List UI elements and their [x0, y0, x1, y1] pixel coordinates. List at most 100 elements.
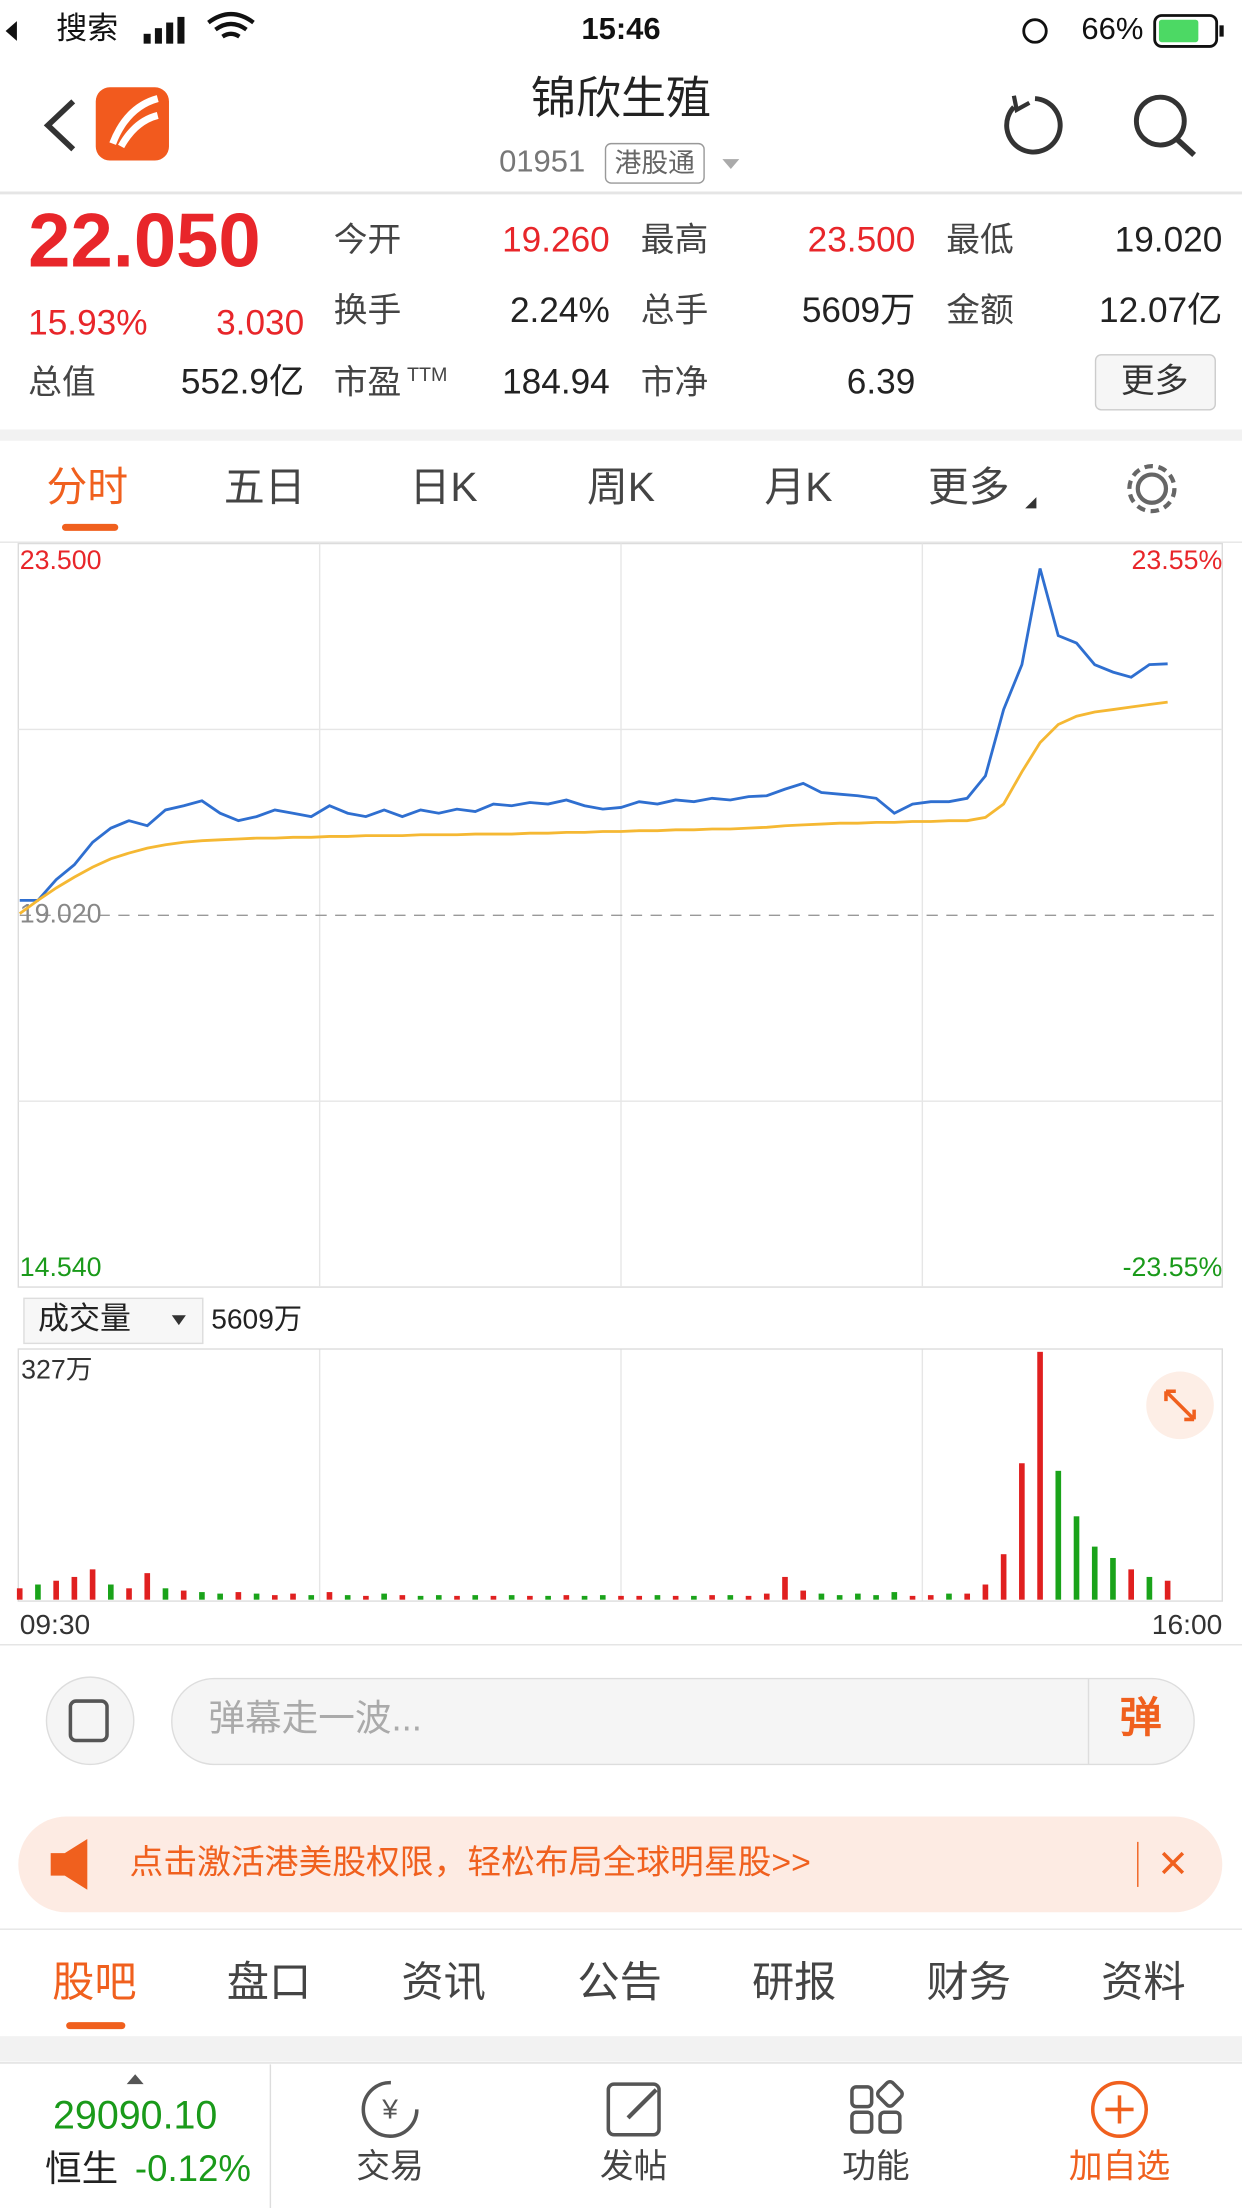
change: 3.030 — [216, 304, 304, 343]
volume-bar — [745, 1595, 752, 1600]
wifi — [207, 11, 255, 39]
add-icon — [1090, 2080, 1149, 2138]
volume-bar — [654, 1595, 661, 1600]
volume-tick-label: 327万 — [21, 1355, 92, 1385]
volume-bar — [1091, 1546, 1098, 1600]
danmu-button[interactable]: 弹 — [1119, 1694, 1161, 1741]
volume-bar — [144, 1573, 151, 1600]
bottom-tab[interactable]: 资料 — [1101, 1959, 1185, 2006]
volume-bar — [399, 1595, 406, 1600]
volume-bar — [180, 1590, 187, 1600]
bottom-tab[interactable]: 财务 — [927, 1959, 1011, 2006]
volume-bar — [1110, 1557, 1116, 1600]
change-pct: 15.93% — [28, 304, 147, 343]
volume-bar — [126, 1588, 132, 1600]
stock-code: 01951 — [499, 144, 585, 179]
volume-bar — [527, 1595, 533, 1600]
volume-bar — [891, 1592, 898, 1600]
chart-tab[interactable]: 周K — [587, 464, 655, 510]
nav-label[interactable]: 交易 — [356, 2147, 424, 2185]
chart-tab[interactable]: 五日 — [224, 464, 306, 510]
volume-bar — [217, 1593, 223, 1600]
volume-bar — [1055, 1470, 1062, 1600]
nav-label[interactable]: 加自选 — [1069, 2147, 1170, 2185]
refresh-arrow — [1011, 95, 1031, 114]
volume-bar — [855, 1593, 861, 1600]
chart-tab[interactable]: 日K — [410, 464, 478, 510]
chat-icon — [68, 1699, 109, 1743]
megaphone — [50, 1839, 88, 1890]
series-line — [18, 700, 1168, 915]
y-tick-label: 19.020 — [20, 898, 102, 928]
more-button[interactable] — [1094, 354, 1216, 411]
stock-name: 锦欣生殖 — [531, 72, 711, 123]
volume-bar — [873, 1595, 879, 1600]
volume-bar — [381, 1593, 387, 1600]
volume-dropdown — [171, 1315, 186, 1326]
trade-icon-symbol: ¥ — [381, 2093, 398, 2124]
volume-bar — [1000, 1554, 1007, 1600]
nav-label[interactable]: 发帖 — [600, 2147, 668, 2185]
more-label[interactable]: 更多 — [1121, 362, 1189, 400]
chart-tab[interactable]: 更多 — [928, 464, 1010, 510]
volume-bar — [672, 1595, 679, 1600]
status-carrier: 搜索 — [56, 11, 118, 46]
field-label: 市净 — [641, 363, 709, 401]
banner-close[interactable] — [1161, 1851, 1185, 1875]
chat-button[interactable] — [45, 1676, 135, 1766]
field-label: 最高 — [641, 221, 709, 259]
volume-bar — [89, 1569, 96, 1600]
index-name[interactable]: 恒生 — [45, 2148, 118, 2189]
post-pen — [626, 2088, 658, 2120]
volume-bar — [691, 1595, 697, 1600]
comment-input[interactable] — [171, 1677, 1195, 1766]
volume-bar — [162, 1588, 169, 1600]
series-line — [19, 568, 1168, 902]
field-value: 184.94 — [502, 363, 610, 402]
volume-bar — [782, 1576, 788, 1600]
badge-box — [604, 142, 705, 184]
field-value: 5609万 — [802, 291, 915, 330]
chart-tab[interactable]: 月K — [764, 464, 832, 510]
refresh-button[interactable] — [1004, 96, 1063, 155]
settings-button[interactable] — [1135, 472, 1169, 505]
y-tick-label: 23.500 — [20, 545, 102, 575]
volume-bar — [490, 1595, 497, 1600]
bottom-tab[interactable]: 股吧 — [52, 1959, 136, 2006]
banner-text[interactable]: 点击激活港美股权限，轻松布局全球明星股>> — [130, 1843, 811, 1881]
search-handle — [1175, 137, 1197, 157]
stock-badge: 港股通 — [615, 148, 695, 178]
index-triangle — [126, 2074, 144, 2085]
bottom-tab[interactable]: 资讯 — [401, 1959, 485, 2006]
volume-bar — [363, 1595, 369, 1600]
bottom-tab[interactable]: 盘口 — [227, 1959, 311, 2006]
expand-icon — [1164, 1389, 1196, 1422]
volume-selector[interactable] — [23, 1297, 204, 1345]
x-tick-label: 09:30 — [20, 1609, 90, 1640]
chart-tab[interactable]: 分时 — [46, 464, 128, 510]
volume-bar — [53, 1580, 59, 1600]
volume-label[interactable]: 成交量 — [38, 1301, 131, 1336]
field-label: 总值 — [28, 363, 96, 401]
nav-label[interactable]: 功能 — [842, 2147, 910, 2185]
post-icon — [606, 2082, 661, 2137]
back-button[interactable] — [43, 99, 76, 152]
back-triangle — [5, 21, 17, 41]
banner[interactable] — [18, 1816, 1223, 1913]
volume-bar — [1073, 1516, 1080, 1600]
bottom-tab[interactable]: 公告 — [577, 1959, 661, 2006]
search-button[interactable] — [1133, 94, 1187, 148]
field-value: 19.260 — [502, 221, 610, 260]
index-value[interactable]: 29090.10 — [53, 2093, 217, 2137]
dropdown[interactable] — [722, 159, 740, 169]
bottom-tab[interactable]: 研报 — [752, 1959, 836, 2006]
volume-bar — [308, 1595, 315, 1600]
index-change[interactable]: -0.12% — [135, 2148, 251, 2189]
field-value: 6.39 — [847, 363, 915, 402]
signal — [143, 16, 185, 44]
settings-gear — [1127, 463, 1177, 514]
y2-tick-label: 23.55% — [1132, 545, 1223, 575]
y-tick-label: 14.540 — [20, 1252, 102, 1282]
field-label: 金额 — [946, 292, 1014, 330]
